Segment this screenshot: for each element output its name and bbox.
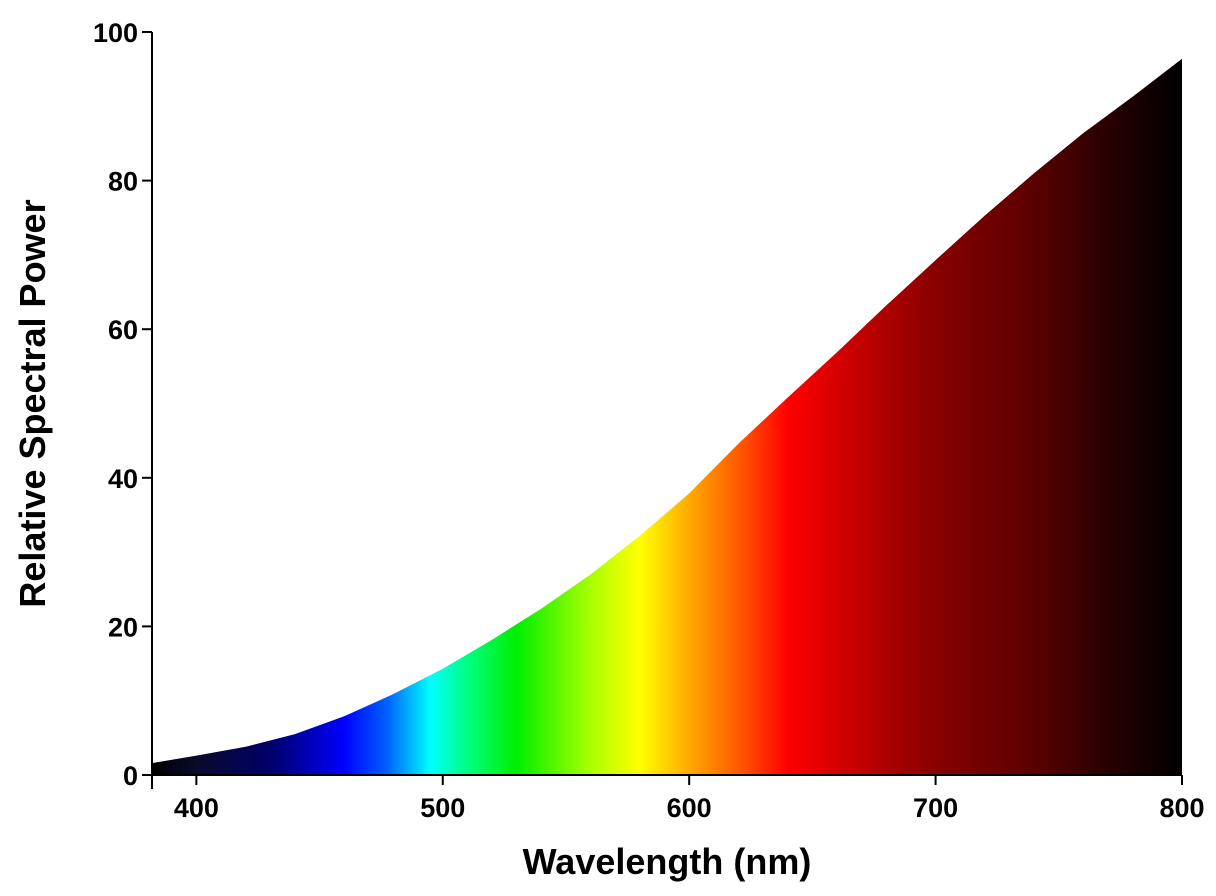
x-tick-label: 600 <box>667 793 712 823</box>
spectrum-area <box>152 58 1182 775</box>
x-tick-label: 400 <box>174 793 219 823</box>
x-tick-label: 800 <box>1159 793 1204 823</box>
x-axis-title: Wavelength (nm) <box>523 841 812 882</box>
y-tick-label: 20 <box>108 612 138 642</box>
y-tick-label: 80 <box>108 167 138 197</box>
x-ticks: 400 500 600 700 800 <box>174 775 1205 823</box>
x-tick-label: 500 <box>420 793 465 823</box>
y-ticks: 0 20 40 60 80 100 <box>93 18 152 791</box>
y-tick-label: 0 <box>123 761 138 791</box>
x-tick-label: 700 <box>913 793 958 823</box>
y-tick-label: 40 <box>108 464 138 494</box>
y-tick-label: 100 <box>93 18 138 48</box>
plot-area <box>152 58 1182 775</box>
axes <box>151 32 1182 789</box>
y-axis-title: Relative Spectral Power <box>12 199 53 607</box>
y-tick-label: 60 <box>108 315 138 345</box>
